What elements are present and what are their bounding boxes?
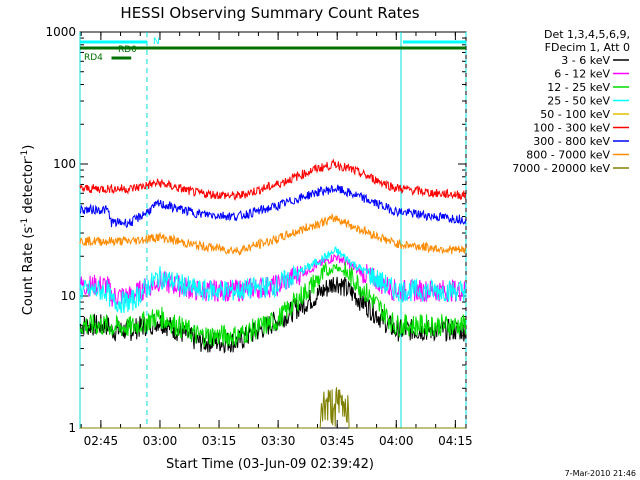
series-layer bbox=[79, 158, 467, 429]
legend-label: 12 - 25 keV bbox=[547, 81, 610, 94]
series-line bbox=[79, 212, 467, 257]
legend-label: 100 - 300 keV bbox=[533, 122, 610, 135]
y-label-main: Count Rate (s bbox=[21, 227, 36, 316]
legend-header-2: FDecim 1, Att 0 bbox=[545, 41, 630, 54]
series-line bbox=[80, 387, 466, 429]
x-tick-label: 03:15 bbox=[202, 434, 237, 448]
legend-label: 50 - 100 keV bbox=[540, 108, 610, 121]
series-line bbox=[79, 184, 467, 229]
y-label-sup2: -1 bbox=[20, 150, 30, 159]
legend-label: 800 - 7000 keV bbox=[526, 149, 610, 162]
status-bar-label: RD0 bbox=[118, 45, 137, 55]
legend-label: 6 - 12 keV bbox=[554, 68, 610, 81]
vertical-markers bbox=[79, 32, 467, 428]
y-label-mid: detector bbox=[21, 158, 36, 218]
legend: Det 1,3,4,5,6,9, FDecim 1, Att 0 3 - 6 k… bbox=[512, 28, 630, 175]
x-axis: 02:45 03:00 03:15 03:30 03:45 04:00 04:15 bbox=[80, 32, 473, 448]
chart-title: HESSI Observing Summary Count Rates bbox=[120, 4, 419, 22]
y-label-end: ) bbox=[21, 145, 36, 150]
timestamp: 7-Mar-2010 21:46 bbox=[565, 469, 636, 478]
series-line bbox=[79, 158, 467, 201]
x-tick-label: 04:15 bbox=[438, 434, 473, 448]
x-tick-label: 03:00 bbox=[143, 434, 178, 448]
y-label-sup1: -1 bbox=[20, 218, 30, 227]
y-tick-label: 1000 bbox=[45, 25, 76, 39]
x-tick-label: 02:45 bbox=[84, 434, 119, 448]
y-tick-label: 100 bbox=[53, 157, 76, 171]
x-tick-label: 03:45 bbox=[320, 434, 355, 448]
x-tick-label: 04:00 bbox=[379, 434, 414, 448]
legend-label: 300 - 800 keV bbox=[533, 135, 610, 148]
legend-label: 3 - 6 keV bbox=[561, 54, 610, 67]
status-bar-label: RD4 bbox=[84, 53, 103, 63]
series-line bbox=[79, 261, 467, 347]
legend-header-1: Det 1,3,4,5,6,9, bbox=[544, 28, 630, 41]
legend-label: 7000 - 20000 keV bbox=[512, 162, 610, 175]
y-tick-label: 10 bbox=[61, 289, 76, 303]
plot-frame bbox=[79, 31, 467, 429]
y-axis: 1 10 100 1000 bbox=[45, 25, 466, 435]
status-bar-label: N bbox=[153, 37, 160, 47]
status-bars: N RD0 RD4 bbox=[80, 37, 466, 63]
series-line bbox=[79, 246, 467, 313]
y-tick-label: 1 bbox=[68, 421, 76, 435]
x-tick-label: 03:30 bbox=[261, 434, 296, 448]
x-axis-label: Start Time (03-Jun-09 02:39:42) bbox=[166, 457, 374, 472]
y-axis-label: Count Rate (s-1 detector-1) bbox=[20, 145, 36, 316]
legend-label: 25 - 50 keV bbox=[547, 95, 610, 108]
